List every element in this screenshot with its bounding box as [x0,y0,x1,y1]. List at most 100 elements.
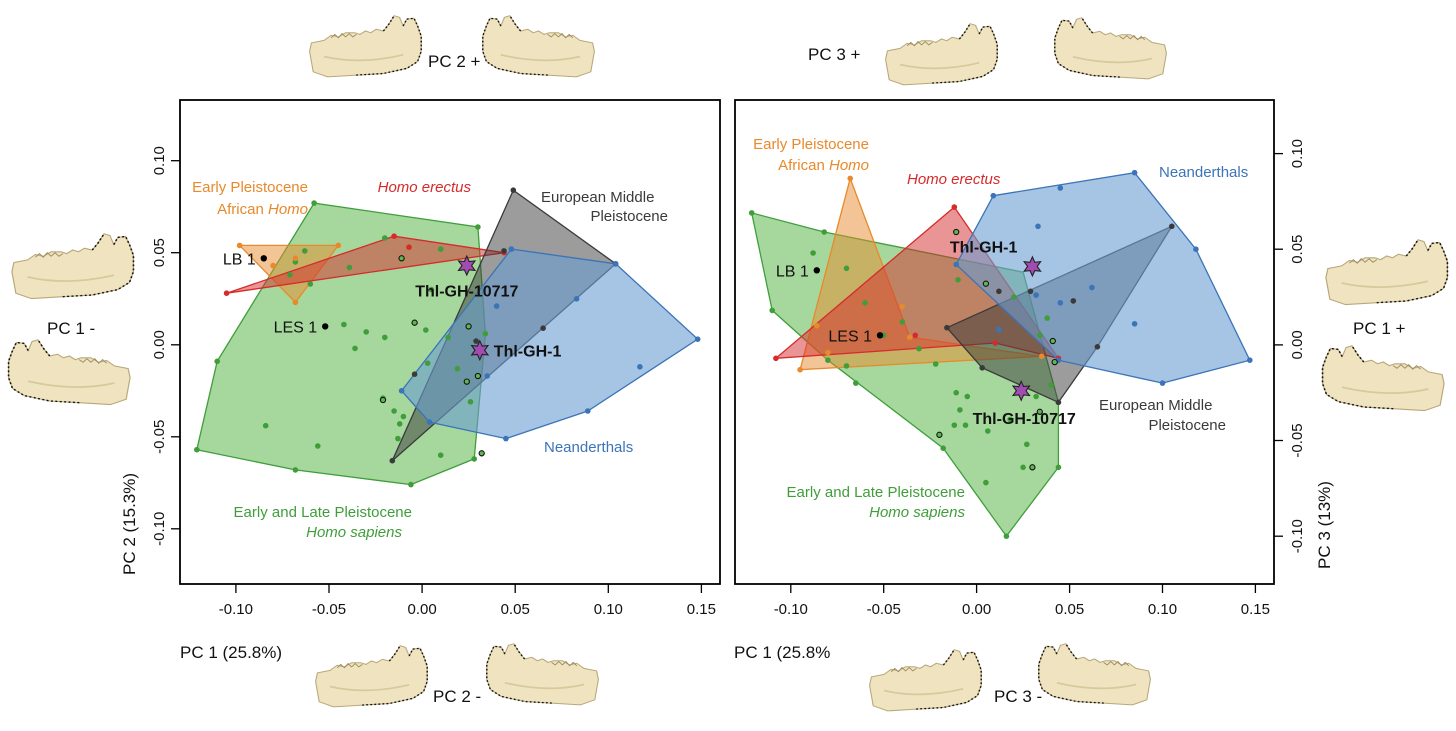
mandible-icon [884,22,999,86]
left-bottom-shape-label: PC 2 - [433,687,481,706]
data-point-orange [335,242,342,249]
data-point-red [992,340,998,346]
group-label-orange: Early Pleistocene [192,179,308,196]
x-tick-label: 0.00 [407,601,436,618]
data-point-blue [573,296,580,302]
data-point-orange [899,303,906,310]
x-tick-label: 0.05 [1055,601,1084,618]
data-point-blue [1193,246,1199,252]
data-point-green [424,360,431,367]
data-point-outlined [463,378,470,385]
data-point-green [983,479,989,486]
data-point-red [951,204,958,210]
left-axes: -0.10 -0.05 0.00 0.05 0.10 0.15 -0.10 -0.05 0.00… [151,146,716,618]
right-top-shape-label: PC 3 + [808,45,861,64]
data-point-outlined [379,396,387,404]
y-tick-label: 0.10 [151,146,168,175]
data-point-blue [990,192,997,199]
data-point-blue [1033,292,1039,298]
data-point-green [467,399,474,405]
mandible-icon [1321,344,1446,412]
data-point-gray [473,338,479,344]
group-label-gray: European Middle [1099,397,1212,414]
mandible-icon [1053,16,1168,80]
data-point-gray [944,324,950,331]
data-point-gray [1169,223,1175,230]
left-plot-area: Early and Late Pleistocene Homo sapiens Ea… [192,179,701,541]
right-side-shape-label: PC 1 + [1353,319,1406,338]
specimen-point [876,332,884,339]
data-point-gray [389,457,396,464]
group-label-orange-line2: African Homo [778,157,869,174]
group-label-green-line2: Homo sapiens [869,504,965,521]
mandible-icon [1324,238,1449,306]
data-point-green [382,235,388,241]
data-point-orange [797,366,803,373]
data-point-outlined [478,450,485,457]
data-point-orange [292,299,299,306]
data-point-green [1011,294,1017,300]
data-point-outlined [1029,464,1036,471]
data-point-outlined [1051,358,1058,366]
y-tick-label: -0.05 [1289,423,1306,457]
data-point-outlined [1036,408,1043,415]
data-point-green [964,393,971,400]
data-point-green [391,408,397,414]
data-point-green [843,363,850,369]
data-point-orange [814,322,820,329]
y-tick-label: -0.05 [151,420,168,454]
x-tick-label: 0.00 [962,601,991,618]
data-point-green [408,481,414,488]
data-point-outlined [398,255,405,262]
data-point-blue [694,336,701,343]
data-point-green [955,277,961,283]
data-point-green [315,443,321,449]
specimen-label: LES 1 [828,328,872,345]
data-point-green [352,345,358,352]
left-top-shape-label: PC 2 + [428,52,481,71]
data-point-blue [493,303,500,309]
data-point-green [853,380,859,386]
mandible-icon [868,648,983,712]
data-point-green [423,327,429,333]
data-point-green [437,452,444,459]
data-point-blue [637,364,643,370]
data-point-green [302,248,308,254]
data-point-red [912,332,919,339]
data-point-green [843,265,850,272]
specimen-point [322,323,329,330]
data-point-blue [612,261,619,267]
data-point-green [1044,315,1050,321]
group-label-gray-line2: Pleistocene [590,208,668,225]
data-point-green [428,286,435,293]
data-point-green [454,365,461,372]
data-point-green [341,321,347,328]
key-specimen-label: Thl-GH-1 [494,343,562,360]
y-tick-label: 0.10 [1289,139,1306,168]
data-point-blue [1159,380,1166,386]
data-point-green [1048,382,1054,388]
data-point-green [1055,464,1062,471]
data-point-green [985,428,991,434]
x-tick-label: 0.10 [594,601,623,618]
data-point-green [1020,464,1026,471]
mandible-icon [1037,642,1152,706]
data-point-gray [1055,399,1062,406]
data-point-green [396,421,403,427]
data-point-blue [426,419,433,425]
data-point-outlined [465,323,472,330]
group-label-orange: Early Pleistocene [753,136,869,153]
group-label-green: Early and Late Pleistocene [787,484,965,501]
key-specimen-label: Thl-GH-10717 [415,284,518,301]
data-point-green [1033,393,1039,400]
right-axes: -0.10 -0.05 0.00 0.05 0.10 0.15 -0.10 -0.05 0.00… [774,139,1306,618]
data-point-green [769,307,775,314]
data-point-blue [953,261,959,268]
data-point-green [951,422,958,429]
specimen-point [260,255,267,262]
data-point-blue [1247,357,1253,364]
data-point-blue [398,388,405,394]
data-point-green [825,357,831,364]
data-point-green [482,330,489,337]
data-point-gray [510,187,517,193]
